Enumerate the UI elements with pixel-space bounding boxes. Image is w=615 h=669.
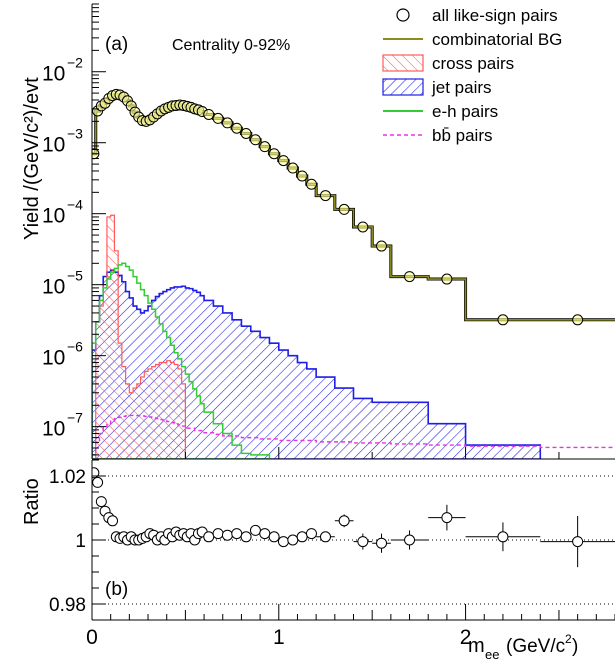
y-tick-label-base: 10 (42, 347, 65, 370)
legend-marker-hatch (382, 78, 424, 96)
centrality-annotation: Centrality 0-92% (172, 37, 290, 54)
legend-label: e-h pairs (432, 102, 498, 121)
ratio-point (268, 531, 280, 543)
ratio-point (92, 467, 100, 479)
all-like-sign-point (376, 240, 388, 252)
top-y-axis-label: Yield /(GeV/c²)/evt (21, 77, 43, 240)
all-like-sign-point (287, 162, 299, 174)
all-like-sign-point (572, 314, 584, 326)
y-tick-label-exp: −4 (67, 197, 83, 213)
ratio-point (287, 534, 299, 546)
x-tick-label: 2 (460, 626, 472, 649)
bottom-panel: 0.98 1 1.02 0 1 2 (b) Ratio m ee (GeV/c 2 ) (21, 459, 615, 662)
ratio-point (277, 536, 289, 548)
legend: all like-sign pairs combinatorial BG cross… (382, 6, 562, 145)
y-tick-label-base: 10 (42, 134, 65, 157)
ratio-point (357, 536, 369, 548)
all-like-sign-point (277, 155, 289, 167)
eh-pairs-line (92, 262, 271, 459)
ratio-point (107, 515, 119, 527)
y-tick-label-base: 10 (42, 63, 65, 86)
x-axis-label: m ee (GeV/c 2 ) (468, 632, 578, 662)
all-like-sign-point (296, 170, 308, 182)
x-axis-label-m: m (468, 635, 485, 657)
ratio-y-tick-label: 1 (75, 531, 86, 552)
all-like-sign-point (319, 190, 331, 202)
top-y-ticks: 10−710−610−510−410−310−2 (42, 3, 560, 459)
y-tick-label-base: 10 (42, 418, 65, 441)
y-tick-label-exp: −6 (67, 339, 83, 355)
y-tick-label-exp: −7 (67, 410, 83, 426)
all-like-sign-point (404, 271, 416, 283)
all-like-sign-point (240, 127, 252, 139)
legend-label: bb̄ pairs (432, 126, 492, 145)
ratio-point (92, 476, 104, 488)
ratio-point (404, 534, 416, 546)
x-axis-label-sub: ee (485, 647, 499, 662)
legend-label: combinatorial BG (432, 30, 562, 49)
all-like-sign-point (497, 314, 509, 326)
ratio-point (249, 524, 261, 536)
all-like-sign-point (357, 221, 369, 233)
y-tick-label-exp: −2 (67, 55, 83, 71)
ratio-y-tick-label: 0.98 (49, 595, 86, 616)
bb-pairs-line (92, 414, 615, 456)
y-tick-label-exp: −3 (67, 126, 83, 142)
panel-a-label: (a) (105, 34, 128, 55)
all-like-sign-point (249, 134, 261, 146)
ratio-point (497, 531, 509, 543)
ratio-point (296, 531, 308, 543)
x-tick-label: 0 (86, 626, 98, 649)
ratio-point (259, 528, 271, 540)
y-tick-label-exp: −5 (67, 268, 83, 284)
bottom-plot-area (92, 467, 615, 605)
ratio-point (305, 528, 317, 540)
ratio-point (203, 531, 215, 543)
combinatorial-bg-black (92, 92, 615, 322)
ratio-point (572, 536, 584, 548)
all-like-sign-point (441, 273, 453, 285)
all-like-sign-point (305, 178, 317, 190)
all-like-sign-point (221, 117, 233, 129)
legend-marker-hatch (382, 54, 424, 72)
x-tick-label: 1 (273, 626, 285, 649)
combinatorial-bg-line (92, 93, 615, 321)
ratio-point (95, 496, 107, 508)
legend-label: jet pairs (431, 78, 492, 97)
all-like-sign-point (338, 203, 350, 215)
x-axis-label-sup: 2 (565, 632, 572, 646)
ratio-point (319, 531, 331, 543)
legend-label: all like-sign pairs (432, 6, 558, 25)
all-like-sign-point (212, 112, 224, 124)
jet-pairs-outline (92, 269, 542, 459)
all-like-sign-point (231, 122, 243, 134)
legend-marker-circle (396, 8, 410, 22)
ratio-y-tick-label: 1.02 (49, 467, 86, 488)
ratio-point (376, 537, 388, 549)
cross-pairs-outline (95, 214, 186, 459)
legend-label: cross pairs (432, 54, 514, 73)
ratio-point (240, 531, 252, 543)
ratio-point (221, 529, 233, 541)
ratio-point (212, 528, 224, 540)
y-tick-label-base: 10 (42, 276, 65, 299)
all-like-sign-point (259, 141, 271, 153)
ratio-point (441, 512, 453, 524)
ratio-point (231, 528, 243, 540)
all-like-sign-point (203, 108, 215, 120)
ratio-point (338, 515, 350, 527)
x-axis-label-unit: (GeV/c (506, 636, 565, 657)
panel-b-label: (b) (105, 579, 128, 600)
top-plot-area (92, 88, 615, 459)
bottom-y-axis-label: Ratio (21, 478, 43, 525)
bottom-ticks: 0.98 1 1.02 0 1 2 (49, 459, 615, 649)
all-like-sign-point (268, 148, 280, 160)
y-tick-label-base: 10 (42, 205, 65, 228)
x-axis-label-close: ) (572, 636, 578, 657)
top-panel: 10−710−610−510−410−310−2 (a) Centrality … (21, 3, 615, 460)
